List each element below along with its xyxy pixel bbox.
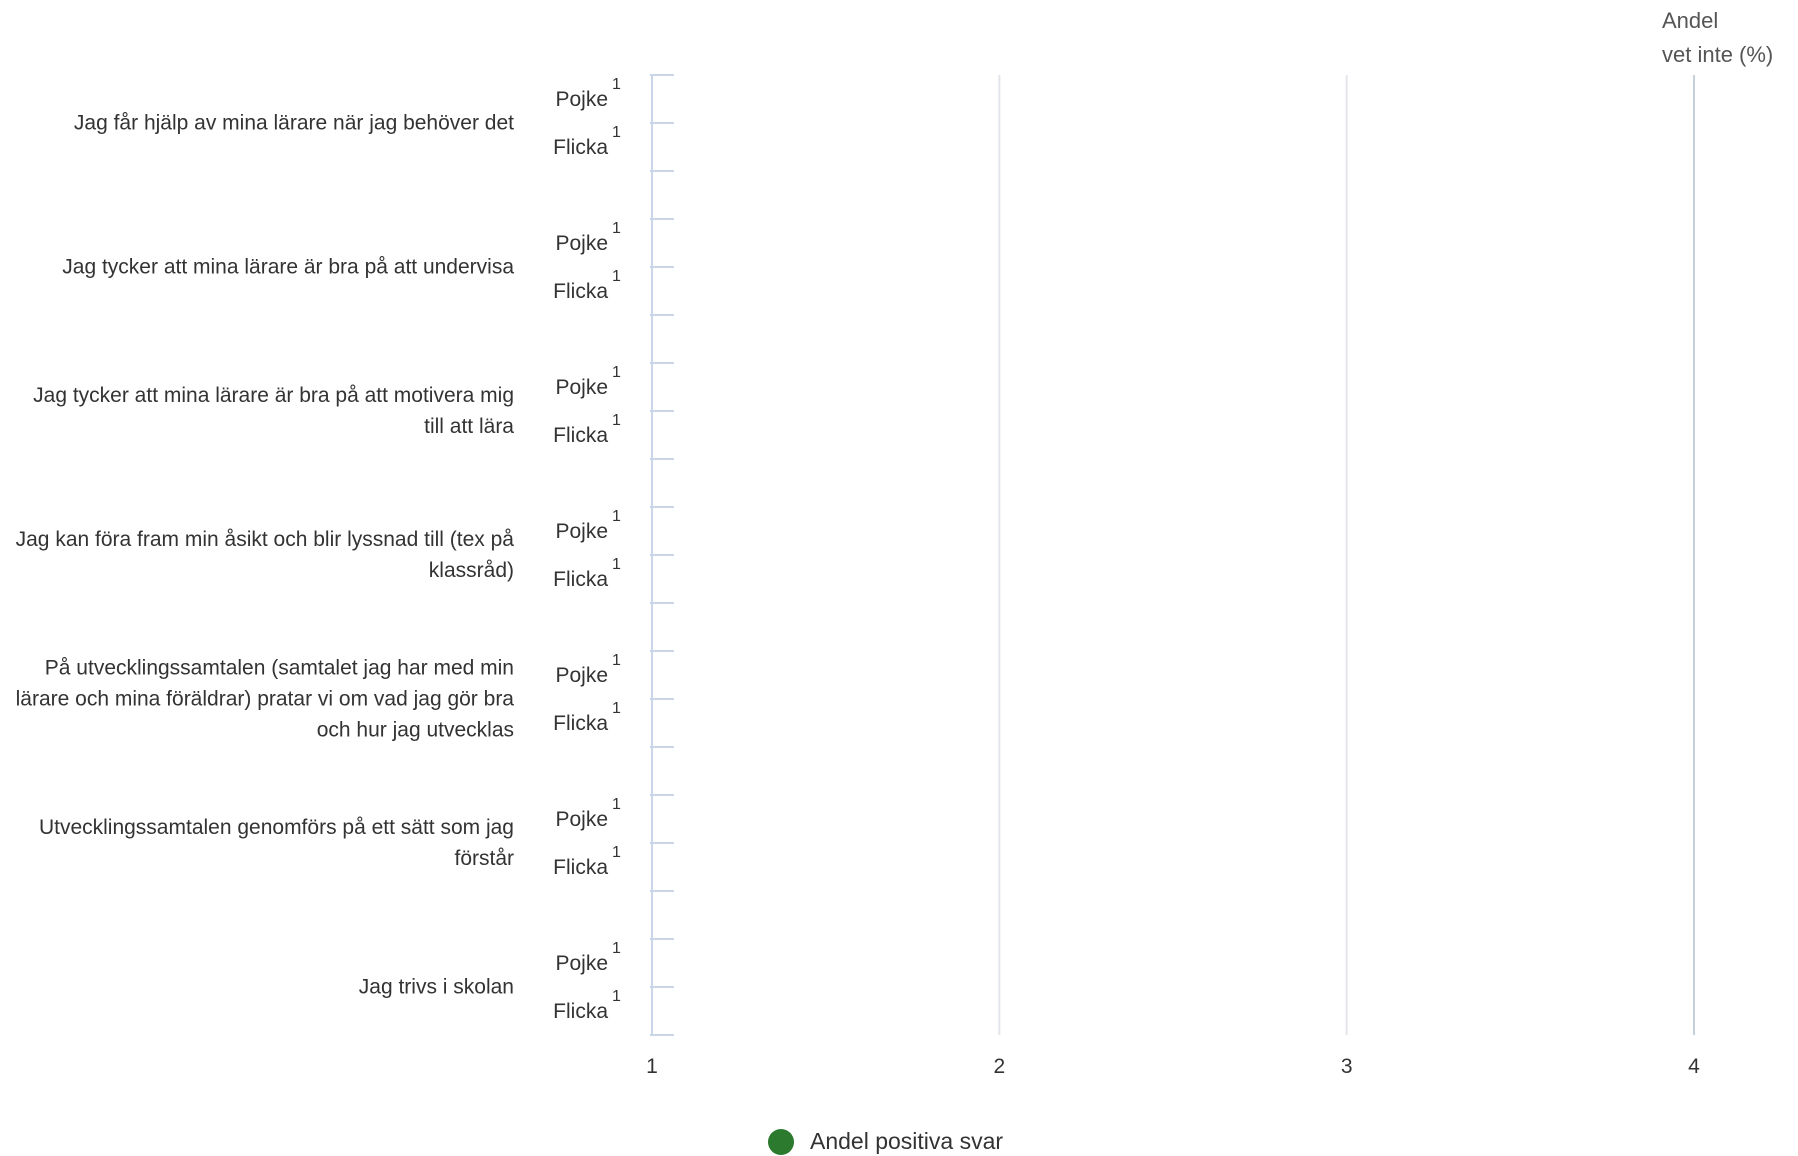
group-label: Flicka	[553, 1000, 608, 1023]
group-label: Flicka	[553, 856, 608, 879]
question-label: Jag tycker att mina lärare är bra på att…	[33, 384, 514, 438]
count-label: 1	[612, 220, 621, 237]
question-label: Jag tycker att mina lärare är bra på att…	[62, 255, 514, 279]
legend-marker	[768, 1129, 794, 1155]
count-label: 1	[612, 124, 621, 141]
column-header: vet inte (%)	[1662, 42, 1774, 67]
question-label: Utvecklingssamtalen genomförs på ett sät…	[38, 816, 514, 870]
question-label: Jag får hjälp av mina lärare när jag beh…	[73, 111, 514, 135]
group-label: Pojke	[555, 664, 608, 687]
column-header: Andel	[1662, 8, 1719, 33]
group-label: Pojke	[555, 88, 608, 111]
group-label: Flicka	[553, 280, 608, 303]
question-label: Jag trivs i skolan	[358, 975, 514, 999]
x-tick-label: 3	[1340, 1055, 1353, 1078]
count-label: 1	[612, 700, 621, 717]
question-label: Jag kan föra fram min åsikt och blir lys…	[15, 528, 514, 582]
count-label: 1	[612, 988, 621, 1005]
count-label: 1	[612, 556, 621, 573]
group-label: Flicka	[553, 424, 608, 447]
count-label: 1	[612, 268, 621, 285]
count-label: 1	[612, 652, 621, 669]
group-label: Pojke	[555, 232, 608, 255]
group-label: Flicka	[553, 136, 608, 159]
group-label: Pojke	[555, 376, 608, 399]
count-label: 1	[612, 796, 621, 813]
x-tick-label: 2	[993, 1055, 1006, 1078]
group-label: Pojke	[555, 808, 608, 831]
group-label: Flicka	[553, 712, 608, 735]
count-label: 1	[612, 412, 621, 429]
group-label: Pojke	[555, 952, 608, 975]
count-label: 1	[612, 76, 621, 93]
count-label: 1	[612, 844, 621, 861]
group-label: Flicka	[553, 568, 608, 591]
x-tick-label: 4	[1688, 1055, 1700, 1078]
count-label: 1	[612, 364, 621, 381]
count-label: 1	[612, 508, 621, 525]
legend-label: Andel positiva svar	[810, 1128, 1004, 1154]
group-label: Pojke	[555, 520, 608, 543]
count-label: 1	[612, 940, 621, 957]
question-label: På utvecklingssamtalen (samtalet jag har…	[15, 656, 514, 742]
x-tick-label: 1	[646, 1055, 658, 1078]
